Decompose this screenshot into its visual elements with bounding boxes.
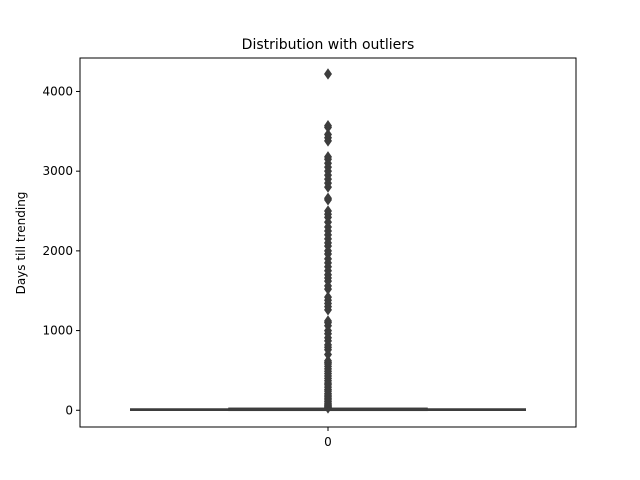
x-axis-ticks: 0 xyxy=(324,427,332,449)
outlier-point xyxy=(324,315,332,327)
outlier-point xyxy=(324,128,332,141)
outlier-point xyxy=(324,291,332,303)
outlier-point xyxy=(324,205,332,217)
plot-area xyxy=(130,68,526,414)
y-tick-label: 0 xyxy=(65,403,73,417)
outlier-point xyxy=(324,68,332,80)
plot-frame xyxy=(79,57,577,428)
y-tick-label: 4000 xyxy=(42,84,73,98)
outlier-point xyxy=(324,355,332,367)
y-tick-label: 2000 xyxy=(42,244,73,258)
y-axis-title: Days till trending xyxy=(14,192,28,295)
y-axis-ticks: 0 1000 2000 3000 4000 xyxy=(42,84,80,417)
outlier-point xyxy=(324,192,332,204)
outlier-point xyxy=(324,151,332,163)
outlier-point xyxy=(324,120,332,132)
y-tick-label: 3000 xyxy=(42,164,73,178)
chart-title: Distribution with outliers xyxy=(242,37,415,53)
x-tick-label: 0 xyxy=(324,435,332,449)
y-tick-label: 1000 xyxy=(42,324,73,338)
